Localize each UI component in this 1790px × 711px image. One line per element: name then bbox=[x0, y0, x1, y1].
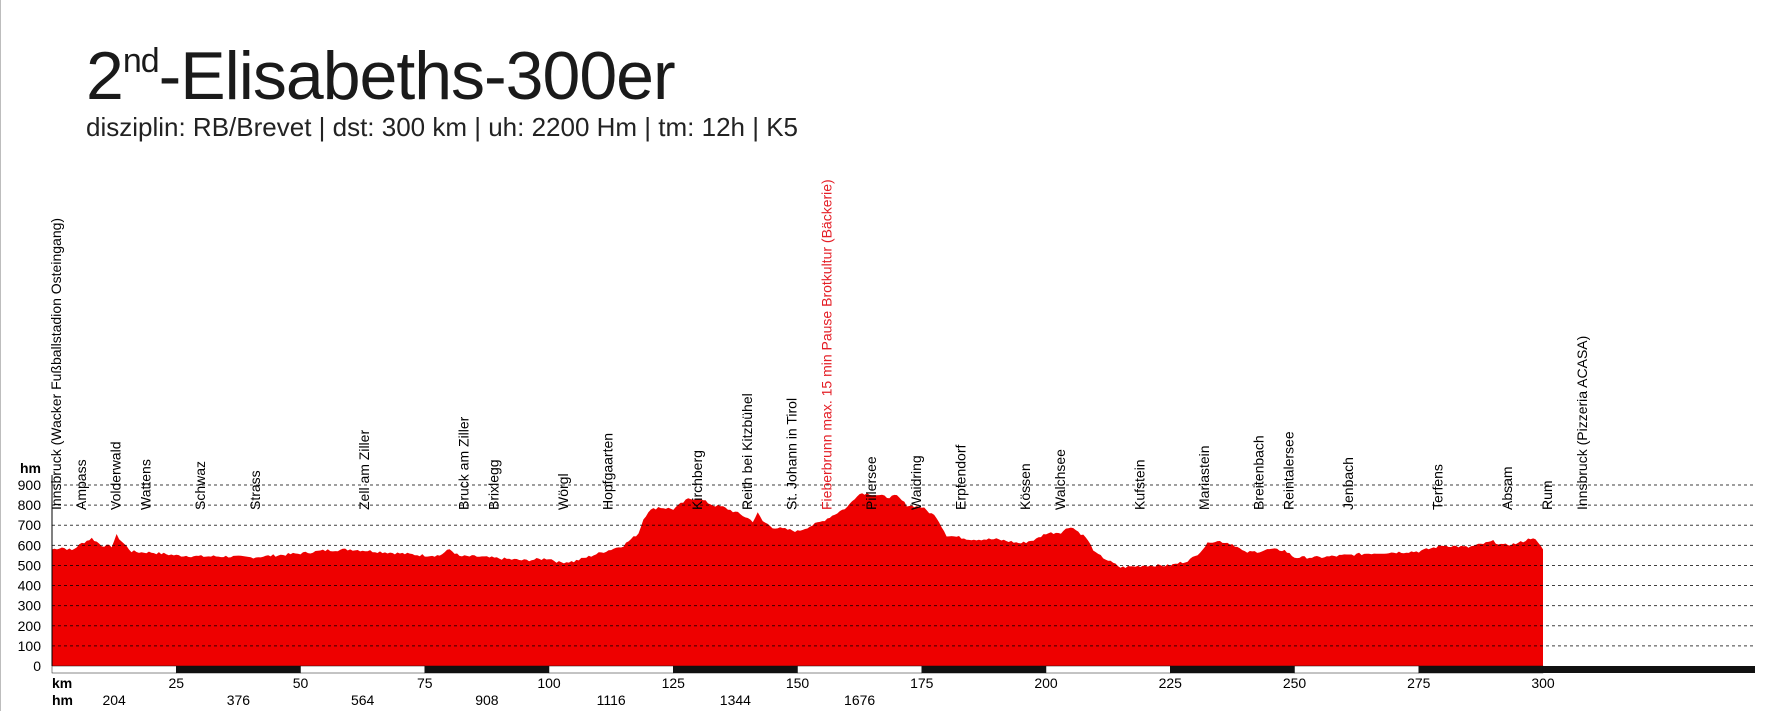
elevation-area bbox=[52, 493, 1543, 666]
waypoint-label: Innsbruck (Pizzeria ACASA) bbox=[1574, 336, 1590, 510]
waypoint-label: Erpfendorf bbox=[953, 445, 969, 510]
waypoint-label-highlight: Fieberbrunn max. 15 min Pause Brotkultur… bbox=[818, 179, 834, 510]
secondary-axis-label: hm bbox=[52, 692, 73, 708]
baseline-segment bbox=[1045, 665, 1171, 674]
profile-fill-layer bbox=[52, 493, 1543, 666]
waypoint-label: Wörgl bbox=[555, 473, 571, 510]
x-tick-label: 150 bbox=[786, 675, 810, 691]
climb-tick-label: 1344 bbox=[720, 692, 751, 708]
x-tick-label: 250 bbox=[1283, 675, 1307, 691]
waypoint-label: Breitenbach bbox=[1251, 435, 1267, 510]
x-tick-label: 225 bbox=[1159, 675, 1183, 691]
y-tick-label: 700 bbox=[18, 517, 42, 533]
x-tick-label: 25 bbox=[168, 675, 184, 691]
y-tick-label: 800 bbox=[18, 497, 42, 513]
waypoint-label: Innsbruck (Wacker Fußballstadion Osteing… bbox=[48, 218, 64, 510]
baseline-segment bbox=[673, 665, 798, 674]
baseline-segment bbox=[1294, 665, 1419, 674]
waypoint-label: Zell am Ziller bbox=[356, 430, 372, 510]
baseline-segment bbox=[548, 665, 674, 674]
left-border-line bbox=[0, 0, 1, 711]
waypoint-label: Kössen bbox=[1017, 463, 1033, 510]
x-tick-label: 300 bbox=[1531, 675, 1555, 691]
baseline-segment bbox=[1543, 666, 1755, 673]
baseline-segment bbox=[424, 665, 550, 674]
y-axis-label: hm bbox=[20, 460, 41, 476]
x-tick-label: 275 bbox=[1407, 675, 1431, 691]
waypoint-label: Terfens bbox=[1430, 464, 1446, 510]
climb-tick-label: 1676 bbox=[844, 692, 875, 708]
baseline-segment bbox=[176, 665, 301, 674]
waypoint-label: Pillersee bbox=[863, 456, 879, 510]
climb-tick-label: 1116 bbox=[597, 692, 626, 708]
x-tick-label: 50 bbox=[293, 675, 309, 691]
x-tick-label: 125 bbox=[662, 675, 686, 691]
waypoint-label: Kufstein bbox=[1131, 459, 1147, 510]
climb-tick-label: 564 bbox=[351, 692, 375, 708]
climb-tick-label: 376 bbox=[227, 692, 251, 708]
climb-tick-label: 908 bbox=[475, 692, 499, 708]
baseline-segment bbox=[300, 665, 425, 674]
baseline-segment bbox=[797, 665, 922, 674]
waypoint-label: Schwaz bbox=[192, 461, 208, 510]
waypoint-label: Absam bbox=[1499, 466, 1515, 510]
y-tick-label: 0 bbox=[33, 658, 41, 674]
y-tick-label: 900 bbox=[18, 477, 42, 493]
waypoint-label: Wattens bbox=[137, 459, 153, 510]
x-tick-label: 75 bbox=[417, 675, 433, 691]
baseline-segment bbox=[921, 665, 1047, 674]
page-title: 2nd-Elisabeths-300er bbox=[86, 38, 676, 114]
page-subtitle: disziplin: RB/Brevet | dst: 300 km | uh:… bbox=[86, 112, 798, 142]
waypoint-label: Reith bei Kitzbühel bbox=[739, 393, 755, 510]
waypoint-label: Ampass bbox=[73, 459, 89, 510]
baseline-segment bbox=[1170, 665, 1295, 674]
waypoint-label: Rum bbox=[1539, 480, 1555, 510]
waypoint-label: Waidring bbox=[908, 455, 924, 510]
waypoint-label: Brixlegg bbox=[485, 459, 501, 510]
y-tick-label: 600 bbox=[18, 537, 42, 553]
waypoint-label: St. Johann in Tirol bbox=[784, 398, 800, 510]
baseline-segment bbox=[1418, 665, 1544, 674]
x-axis-label: km bbox=[52, 675, 72, 691]
y-tick-label: 400 bbox=[18, 578, 42, 594]
waypoint-label: Reintalersee bbox=[1281, 431, 1297, 510]
waypoint-label: Jenbach bbox=[1340, 457, 1356, 510]
x-tick-label: 175 bbox=[910, 675, 934, 691]
waypoint-label: Volderwald bbox=[108, 442, 124, 511]
climb-tick-label: 204 bbox=[102, 692, 126, 708]
y-tick-label: 300 bbox=[18, 598, 42, 614]
baseline-segment bbox=[51, 665, 177, 674]
y-tick-label: 500 bbox=[18, 557, 42, 573]
waypoint-label: Walchsee bbox=[1052, 449, 1068, 510]
x-tick-label: 100 bbox=[537, 675, 561, 691]
waypoint-label: Hopfgaarten bbox=[600, 433, 616, 510]
grid-layer bbox=[52, 484, 1755, 647]
waypoint-label: Bruck am Ziller bbox=[456, 416, 472, 510]
waypoint-label: Strass bbox=[247, 470, 263, 510]
y-tick-label: 200 bbox=[18, 618, 42, 634]
waypoint-label: Kirchberg bbox=[689, 450, 705, 510]
y-tick-label: 100 bbox=[18, 638, 42, 654]
waypoint-label: Mariastein bbox=[1196, 445, 1212, 510]
waypoint-layer: Innsbruck (Wacker Fußballstadion Osteing… bbox=[48, 179, 1590, 510]
x-tick-label: 200 bbox=[1034, 675, 1058, 691]
